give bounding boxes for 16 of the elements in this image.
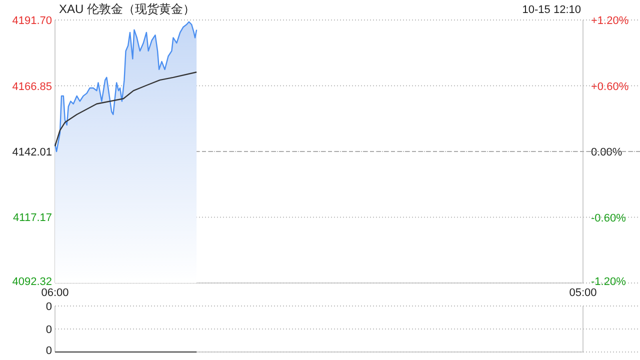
y2-tick-label: +0.60%: [591, 80, 629, 93]
y-tick-label: 4191.70: [12, 15, 52, 27]
text: 10-15 12:10: [522, 4, 581, 16]
y2-tick-label: -0.60%: [591, 212, 626, 224]
y-tick-label: 4117.17: [13, 212, 52, 224]
y-tick-label: 0: [46, 345, 52, 357]
x-tick-label: 06:00: [41, 287, 69, 299]
y2-tick-label: -1.20%: [591, 276, 626, 288]
y-tick-label: 0: [46, 301, 52, 313]
y-tick-label: 4142.01: [12, 146, 52, 158]
x-tick-label: 05:00: [569, 287, 597, 299]
y2-tick-label: +1.20%: [591, 15, 629, 27]
chart-title: XAU 伦敦金（现货黄金）: [59, 2, 196, 16]
y-tick-label: 4092.32: [12, 276, 52, 288]
y-tick-label: 0: [46, 324, 52, 336]
y-tick-label: 4166.85: [12, 80, 52, 93]
